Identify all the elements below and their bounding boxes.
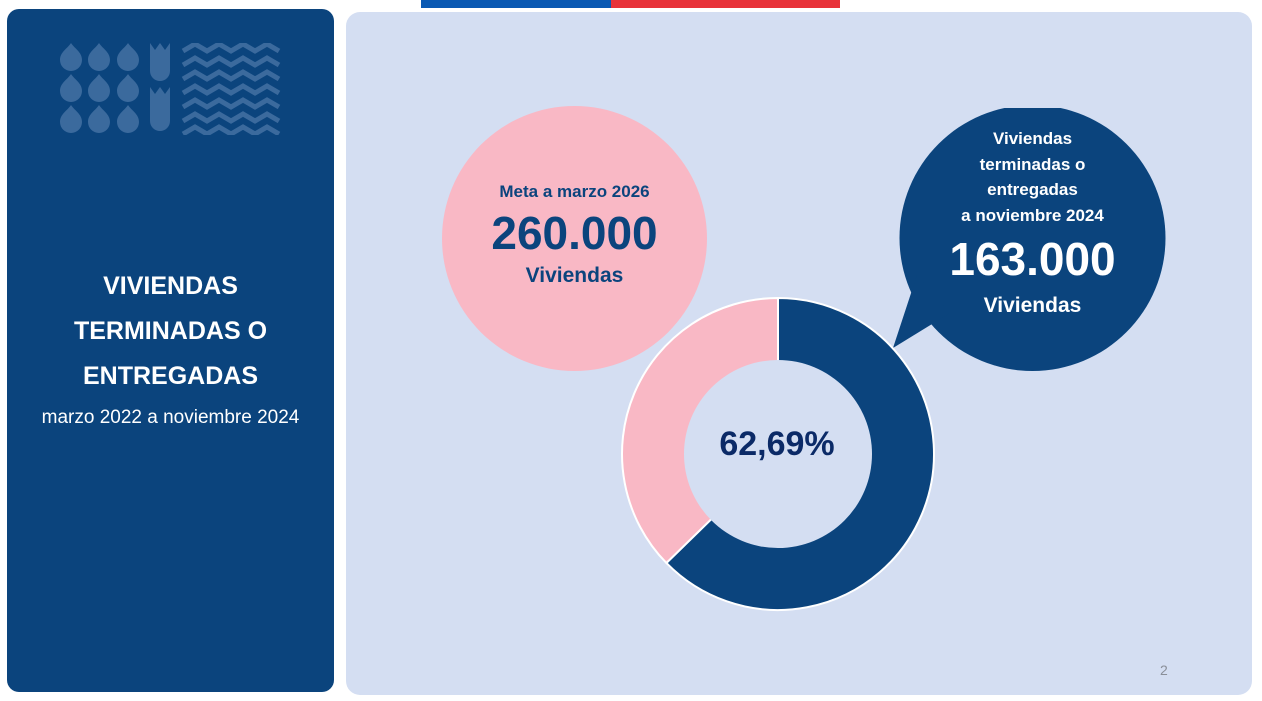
completed-label-line: Viviendas <box>992 129 1073 148</box>
completed-unit: Viviendas <box>983 294 1082 317</box>
panel-title-line: ENTREGADAS <box>82 362 258 390</box>
decorative-pattern-icon <box>60 43 281 135</box>
donut-center-percentage: 62,69% <box>719 425 835 463</box>
title-panel: VIVIENDAS TERMINADAS O ENTREGADAS marzo … <box>7 9 334 692</box>
page-number: 2 <box>1160 662 1168 678</box>
goal-value: 260.000 <box>491 207 658 259</box>
completed-value: 163.000 <box>949 233 1116 285</box>
flag-stripe-blue <box>421 0 611 8</box>
goal-label: Meta a marzo 2026 <box>499 182 650 201</box>
completed-label: Viviendas terminadas o entregadas a novi… <box>900 126 1165 228</box>
panel-subtitle: marzo 2022 a noviembre 2024 <box>41 407 300 428</box>
panel-title-line: TERMINADAS O <box>73 317 268 345</box>
flag-stripe-red <box>611 0 840 8</box>
completed-speech-bubble <box>893 108 1166 371</box>
progress-donut-chart <box>621 296 935 611</box>
completed-label-line: a noviembre 2024 <box>961 205 1104 225</box>
goal-circle <box>442 106 707 371</box>
panel-title-line: VIVIENDAS <box>103 272 238 300</box>
completed-label-line: terminadas o <box>979 154 1086 174</box>
panel-title: VIVIENDAS TERMINADAS O ENTREGADAS <box>7 264 334 399</box>
goal-unit: Viviendas <box>525 264 624 287</box>
completed-label-line: entregadas <box>987 180 1078 199</box>
